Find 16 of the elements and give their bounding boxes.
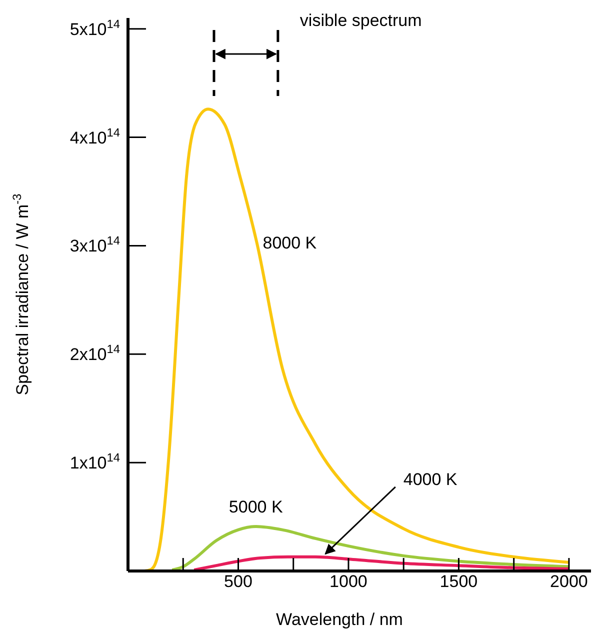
y-tick-label: 2x10$^{14}$ <box>70 342 120 364</box>
x-tick-label: 1000 <box>330 572 368 591</box>
x-tick-label: 1500 <box>440 572 478 591</box>
x-tick-label: 500 <box>224 572 252 591</box>
series-label: 8000 K <box>262 233 318 252</box>
y-tick-label: 1x10$^{14}$ <box>70 450 120 473</box>
y-tick-label: 3x10$^{14}$ <box>70 234 120 256</box>
y-tick-label: 4x10$^{14}$ <box>70 125 120 148</box>
text: 4000 K <box>403 470 458 489</box>
x-axis-title: Wavelength / nm <box>276 610 403 629</box>
annotation: visible spectrum <box>300 11 422 30</box>
line-series <box>170 525 570 571</box>
y-tick-label: 5x10$^{14}$ <box>70 16 120 39</box>
line-series <box>192 555 570 571</box>
x-tick-label: 2000 <box>550 572 588 591</box>
series-label: 5000 K <box>228 498 284 517</box>
